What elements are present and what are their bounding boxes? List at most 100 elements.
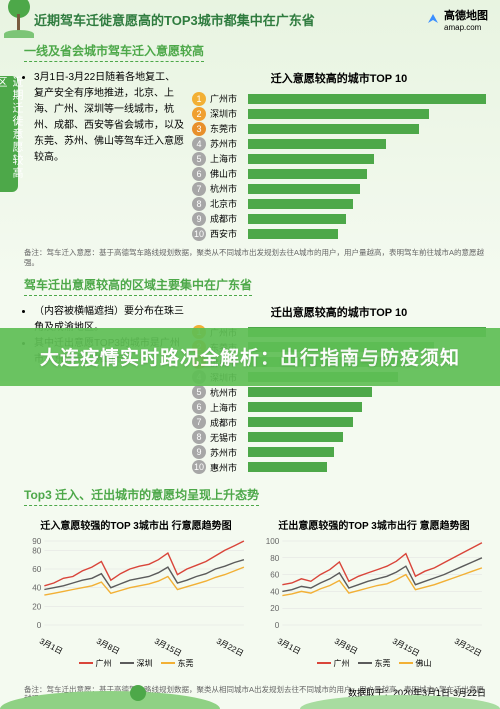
overlay-banner: 大连疫情实时路况全解析：出行指南与防疫须知: [0, 328, 500, 386]
rank-badge: 3: [192, 122, 206, 136]
hbar-fill: [248, 432, 343, 442]
section1-text: 3月1日-3月22日随着各地复工、复产安全有序地推进，北京、上海、广州、深圳等一…: [24, 70, 184, 242]
hbar-row: 2 深圳市: [192, 107, 486, 120]
hbar-fill: [248, 94, 486, 104]
chart1-title: 迁入意愿较高的城市TOP 10: [192, 70, 486, 86]
legend-item: 深圳: [120, 658, 153, 669]
rank-badge: 9: [192, 212, 206, 226]
rank-badge: 8: [192, 197, 206, 211]
hbar-row: 10 惠州市: [192, 461, 486, 474]
hbar-row: 5上海市: [192, 152, 486, 165]
logo-icon: [426, 12, 440, 26]
x-axis-label: 3月8日: [95, 635, 122, 656]
hbar-fill: [248, 124, 419, 134]
hbar-label: 东莞市: [210, 122, 244, 135]
legend-item: 东莞: [358, 658, 391, 669]
footer-decoration: [0, 681, 500, 709]
x-axis-label: 3月15日: [152, 635, 183, 658]
hbar-row: 6 佛山市: [192, 167, 486, 180]
logo-text: 高德地图: [444, 7, 488, 23]
svg-text:0: 0: [37, 621, 42, 630]
rank-badge: 5: [192, 152, 206, 166]
section-trend: Top3 迁入、迁出城市的意愿均呈现上升态势 迁入意愿较强的TOP 3城市出 行…: [24, 486, 486, 705]
svg-text:40: 40: [32, 583, 42, 592]
section1-bullet: 3月1日-3月22日随着各地复工、复产安全有序地推进，北京、上海、广州、深圳等一…: [34, 70, 184, 166]
rank-badge: 10: [192, 460, 206, 474]
hbar-label: 佛山市: [210, 167, 244, 180]
rank-badge: 6: [192, 400, 206, 414]
legend-item: 东莞: [161, 658, 194, 669]
hbar-fill: [248, 139, 386, 149]
svg-text:40: 40: [270, 587, 280, 596]
hbar-label: 惠州市: [210, 461, 244, 474]
x-axis-label: 3月1日: [275, 635, 302, 656]
svg-text:0: 0: [275, 621, 280, 630]
hbar-label: 深圳市: [210, 107, 244, 120]
svg-text:90: 90: [32, 537, 42, 546]
hbar-label: 无锡市: [210, 431, 244, 444]
hbar-row: 8 无锡市: [192, 431, 486, 444]
legend-item: 广州: [317, 658, 350, 669]
hbar-label: 广州市: [210, 92, 244, 105]
legend-item: 佛山: [399, 658, 432, 669]
line-chart-out: 迁出意愿较强的TOP 3城市出行 意愿趋势图 020406080100 3月1日…: [262, 520, 486, 669]
header: 近期驾车迁徙意愿高的TOP3城市都集中在广东省 高德地图 amap.com: [0, 0, 500, 38]
line-chart-in-title: 迁入意愿较强的TOP 3城市出 行意愿趋势图: [24, 520, 248, 533]
hbar-label: 成都市: [210, 212, 244, 225]
logo: 高德地图 amap.com: [426, 7, 488, 32]
hbar-fill: [248, 154, 374, 164]
hbar-row: 4苏州市: [192, 137, 486, 150]
rank-badge: 6: [192, 167, 206, 181]
hbar-fill: [248, 462, 327, 472]
hbar-row: 7 成都市: [192, 416, 486, 429]
svg-text:100: 100: [266, 537, 280, 546]
svg-text:60: 60: [32, 565, 42, 574]
hbar-label: 苏州市: [210, 137, 244, 150]
section1-caption: 备注：驾车迁入意愿：基于高德驾车路线规划数据，聚类从不同城市出发规划去往A城市的…: [24, 248, 486, 268]
header-title: 近期驾车迁徙意愿高的TOP3城市都集中在广东省: [34, 10, 315, 29]
hbar-fill: [248, 184, 360, 194]
chart2-title: 迁出意愿较高的城市TOP 10: [192, 304, 486, 320]
hbar-label: 杭州市: [210, 182, 244, 195]
x-axis-label: 3月8日: [333, 635, 360, 656]
x-axis-label: 3月15日: [390, 635, 421, 658]
svg-text:20: 20: [270, 604, 280, 613]
overlay-banner-text: 大连疫情实时路况全解析：出行指南与防疫须知: [40, 343, 460, 370]
svg-text:20: 20: [32, 602, 42, 611]
hbar-fill: [248, 229, 338, 239]
hbar-fill: [248, 169, 367, 179]
hbar-label: 苏州市: [210, 446, 244, 459]
section-out-migration: 驾车迁出意愿较高的区域主要集中在广东省 大连疫情实时路况全解析：出行指南与防疫须…: [24, 276, 486, 476]
hbar-label: 上海市: [210, 401, 244, 414]
hbar-fill: [248, 199, 353, 209]
section-in-migration: 一线及省会城市驾车迁入意愿较高 3月1日-3月22日随着各地复工、复产安全有序地…: [24, 42, 486, 268]
rank-badge: 1: [192, 92, 206, 106]
svg-text:80: 80: [270, 553, 280, 562]
line-chart-in: 迁入意愿较强的TOP 3城市出 行意愿趋势图 0 20 40 60 8090 3月1日 3…: [24, 520, 248, 669]
hbar-row: 3 东莞市: [192, 122, 486, 135]
section3-subhead: Top3 迁入、迁出城市的意愿均呈现上升态势: [24, 486, 259, 506]
hbar-fill: [248, 447, 334, 457]
side-tab-label: 近期迁徙意愿较高区: [0, 76, 25, 192]
svg-text:60: 60: [270, 570, 280, 579]
rank-badge: 5: [192, 385, 206, 399]
logo-url: amap.com: [444, 23, 488, 32]
hbar-label: 西安市: [210, 227, 244, 240]
hbar-row: 6 上海市: [192, 401, 486, 414]
x-axis-label: 3月1日: [37, 635, 64, 656]
chart-in-top10: 迁入意愿较高的城市TOP 10 1 广州市 2 深圳市 3 东莞市 4苏州市 5上海市 6 佛山市…: [192, 70, 486, 242]
svg-text:80: 80: [32, 546, 42, 555]
hbar-label: 北京市: [210, 197, 244, 210]
section1-subhead: 一线及省会城市驾车迁入意愿较高: [24, 42, 204, 62]
hbar-row: 7 杭州市: [192, 182, 486, 195]
rank-badge: 10: [192, 227, 206, 241]
hbar-fill: [248, 417, 353, 427]
rank-badge: 2: [192, 107, 206, 121]
rank-badge: 8: [192, 430, 206, 444]
side-tab: 近期迁徙意愿较高区: [0, 76, 18, 192]
hbar-fill: [248, 214, 346, 224]
legend-item: 广州: [79, 658, 112, 669]
rank-badge: 7: [192, 415, 206, 429]
hbar-label: 成都市: [210, 416, 244, 429]
rank-badge: 7: [192, 182, 206, 196]
